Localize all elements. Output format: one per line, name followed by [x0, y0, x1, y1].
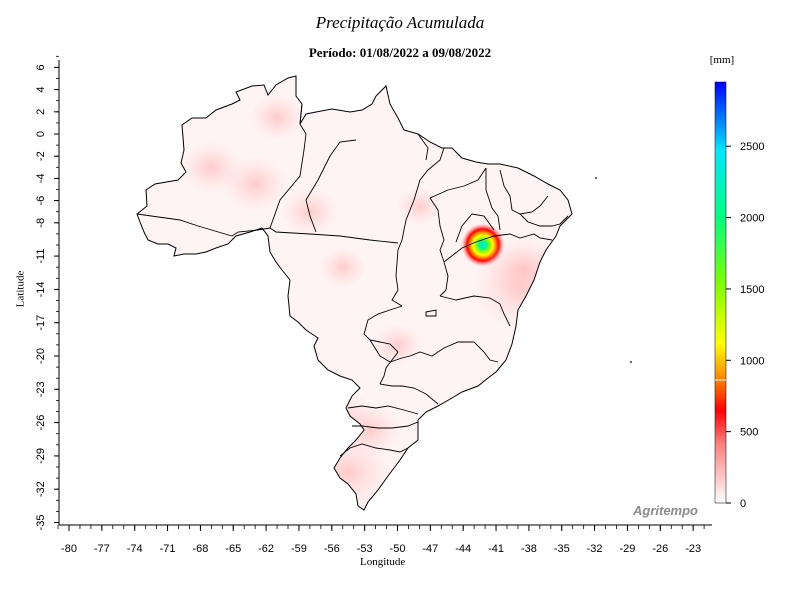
y-tick-label: -23 — [35, 381, 47, 397]
x-tick-label: -59 — [291, 543, 307, 555]
y-tick-label: -20 — [35, 348, 47, 364]
island-fernando-de-noronha — [595, 177, 597, 179]
precipitation-area — [220, 154, 290, 214]
x-tick-label: -26 — [652, 543, 668, 555]
state-boundaries — [136, 103, 569, 457]
y-tick-label: -26 — [35, 415, 47, 431]
x-tick-label: -29 — [619, 543, 635, 555]
state-border — [305, 139, 357, 201]
precipitation-area — [483, 235, 563, 303]
y-tick-label: -14 — [35, 281, 47, 297]
y-tick-label: -6 — [35, 196, 47, 206]
y-tick-label: -29 — [35, 448, 47, 464]
precipitation-area — [371, 323, 424, 367]
state-border — [425, 309, 437, 317]
map-title: Precipitação Acumulada — [315, 13, 485, 32]
agritempo-watermark: Agritempo — [633, 503, 698, 518]
x-tick-label: -53 — [357, 543, 373, 555]
state-border — [391, 199, 415, 307]
state-border — [339, 443, 409, 457]
state-border — [485, 168, 501, 231]
colorbar-ticks: 0 500 1000 1500 2000 2500 — [726, 141, 764, 510]
y-tick-label: 4 — [35, 87, 47, 93]
state-border — [519, 213, 569, 227]
y-tick-label: -32 — [35, 481, 47, 497]
state-border — [379, 383, 439, 405]
state-border — [417, 133, 429, 161]
x-tick-label: -77 — [94, 543, 110, 555]
state-border — [305, 199, 317, 233]
precipitation-area — [338, 403, 403, 458]
x-tick-label: -47 — [422, 543, 438, 555]
x-tick-label: -65 — [225, 543, 241, 555]
state-border — [269, 123, 307, 229]
precipitation-area — [318, 246, 368, 289]
colorbar-tick-label: 1000 — [740, 355, 764, 367]
state-border — [352, 421, 419, 429]
x-tick-label: -74 — [127, 543, 143, 555]
brazil-outline — [136, 75, 573, 511]
x-tick-label: -71 — [160, 543, 176, 555]
state-border — [369, 339, 499, 363]
state-border — [455, 213, 495, 243]
colorbar — [714, 81, 727, 504]
y-tick-label: -2 — [35, 151, 47, 161]
precipitation-area — [248, 93, 306, 142]
x-tick-label: -41 — [488, 543, 504, 555]
x-tick-label: -68 — [192, 543, 208, 555]
state-border — [136, 213, 233, 237]
y-tick-label: 6 — [35, 64, 47, 70]
y-tick-label: 0 — [35, 131, 47, 137]
x-tick-label: -44 — [455, 543, 471, 555]
state-border — [499, 169, 549, 215]
y-tick-label: -17 — [35, 315, 47, 331]
colorbar-tick-label: 1500 — [740, 284, 764, 296]
island-trindade — [630, 361, 632, 363]
x-tick-label: -62 — [258, 543, 274, 555]
y-tick-label: -35 — [35, 515, 47, 531]
state-border — [429, 167, 487, 199]
x-tick-label: -35 — [554, 543, 570, 555]
state-border — [429, 197, 449, 297]
state-border — [363, 305, 403, 385]
x-tick-label: -32 — [587, 543, 603, 555]
x-tick-label: -80 — [61, 543, 77, 555]
state-border — [413, 147, 445, 201]
x-tick-label: -23 — [685, 543, 701, 555]
precipitation-area — [280, 186, 340, 237]
colorbar-unit: [mm] — [709, 54, 735, 66]
x-axis-ticks: -80 -77 -74 -71 -68 -65 -62 -59 -56 -53 -50 -47 -44 -… — [57, 525, 705, 555]
colorbar-tick-label: 500 — [740, 427, 758, 439]
x-tick-label: -56 — [324, 543, 340, 555]
state-border — [231, 227, 399, 244]
x-tick-label: -38 — [521, 543, 537, 555]
x-tick-label: -50 — [390, 543, 406, 555]
colorbar-tick-label: 2000 — [740, 213, 764, 225]
y-axis-ticks: 6 4 2 0 -2 -4 -6 -8 -11 -14 -17 -20 -23 -26 -29 -32 -35 — [35, 55, 59, 531]
colorbar-tick-label: 0 — [740, 498, 746, 510]
y-tick-label: -8 — [35, 218, 47, 228]
state-border — [439, 295, 511, 327]
state-border — [443, 233, 553, 263]
y-tick-label: 2 — [35, 109, 47, 115]
y-tick-label: -11 — [35, 249, 47, 264]
state-border — [347, 405, 419, 415]
period-subtitle: Período: 01/08/2022 a 09/08/2022 — [308, 45, 492, 60]
y-tick-label: -4 — [35, 174, 47, 184]
colorbar-tick-label: 2500 — [740, 141, 764, 153]
x-axis-label: Longitude — [360, 556, 406, 568]
